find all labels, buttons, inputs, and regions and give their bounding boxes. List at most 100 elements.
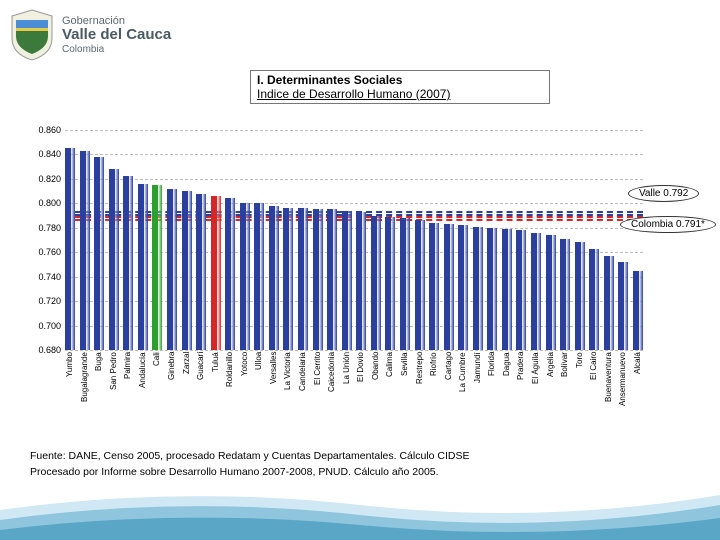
x-label: Palmira (123, 352, 133, 422)
logo-line2: Valle del Cauca (62, 27, 171, 44)
x-label: El Águila (531, 352, 541, 422)
x-label: Versalles (269, 352, 279, 422)
y-tick-label: 0.780 (38, 223, 61, 233)
x-label: Bolívar (560, 352, 570, 422)
x-label: La Cumbre (458, 352, 468, 422)
bar (283, 208, 293, 350)
x-label: Ulloa (254, 352, 264, 422)
y-tick-label: 0.800 (38, 198, 61, 208)
y-axis: 0.6800.7000.7200.7400.7600.7800.8000.820… (25, 130, 65, 350)
x-label: La Unión (342, 352, 352, 422)
title-line2: Indice de Desarrollo Humano (2007) (257, 87, 543, 101)
y-tick-label: 0.840 (38, 149, 61, 159)
x-label: Jamundí (473, 352, 483, 422)
bar (385, 217, 395, 350)
bar (80, 151, 90, 350)
x-label: Zarzal (182, 352, 192, 422)
bar (65, 148, 75, 350)
bar (182, 191, 192, 350)
x-label: Buenaventura (604, 352, 614, 422)
x-label: Cartago (444, 352, 454, 422)
bar (298, 208, 308, 350)
bar (94, 157, 104, 350)
bar (575, 242, 585, 350)
bar (109, 169, 119, 350)
bar (342, 211, 352, 350)
chart-area: 0.680 0.700 0.720 0.740 0.760 0.780 0.800 0.820… (25, 130, 705, 420)
bar (633, 271, 643, 350)
x-label: Pradera (516, 352, 526, 422)
x-label: Bugalagrande (80, 352, 90, 422)
x-label: Tuluá (211, 352, 221, 422)
x-label: Guacarí (196, 352, 206, 422)
bar (458, 225, 468, 350)
x-label: Argelia (546, 352, 556, 422)
x-label: El Cerrito (313, 352, 323, 422)
bar (313, 209, 323, 350)
bar (167, 189, 177, 350)
x-label: El Dovio (356, 352, 366, 422)
bar (123, 176, 133, 350)
x-label: El Cairo (589, 352, 599, 422)
x-label: Andalucía (138, 352, 148, 422)
reference-callout: Valle 0.792 (628, 185, 699, 202)
y-tick-label: 0.820 (38, 174, 61, 184)
bar (138, 184, 148, 350)
gridline (65, 350, 643, 351)
reference-callout: Colombia 0.791* (620, 216, 716, 233)
bar (546, 235, 556, 350)
bar (371, 216, 381, 350)
logo-text: Gobernación Valle del Cauca Colombia (62, 15, 171, 55)
y-tick-label: 0.760 (38, 247, 61, 257)
bar (211, 196, 221, 350)
bar (429, 223, 439, 350)
x-label: Riofrío (429, 352, 439, 422)
bar (487, 228, 497, 350)
bar (531, 233, 541, 350)
bar (618, 262, 628, 350)
x-label: Buga (94, 352, 104, 422)
bar (604, 256, 614, 350)
logo-block: Gobernación Valle del Cauca Colombia (8, 8, 171, 62)
bar (516, 230, 526, 350)
bar (560, 239, 570, 350)
source-line2: Procesado por Informe sobre Desarrollo H… (30, 466, 439, 478)
bar (415, 220, 425, 350)
bar (400, 218, 410, 350)
x-label: Florida (487, 352, 497, 422)
bar (473, 227, 483, 350)
bar (327, 209, 337, 350)
bars-container (65, 130, 643, 350)
bar (225, 198, 235, 350)
y-tick-label: 0.700 (38, 321, 61, 331)
bar (502, 229, 512, 350)
x-label: Sevilla (400, 352, 410, 422)
y-tick-label: 0.720 (38, 296, 61, 306)
x-label: Ansermanuevo (618, 352, 628, 422)
bar (196, 194, 206, 350)
plot-region (65, 130, 643, 350)
x-label: San Pedro (109, 352, 119, 422)
bar (444, 224, 454, 350)
y-tick-label: 0.680 (38, 345, 61, 355)
x-label: Caicedonia (327, 352, 337, 422)
bar (589, 249, 599, 350)
bar (240, 203, 250, 350)
shield-icon (8, 8, 56, 62)
x-label: Yumbo (65, 352, 75, 422)
bar (356, 212, 366, 350)
x-label: La Victoria (283, 352, 293, 422)
x-label: Candelaria (298, 352, 308, 422)
wave-decoration (0, 480, 720, 540)
x-label: Alcalá (633, 352, 643, 422)
y-tick-label: 0.860 (38, 125, 61, 135)
x-label: Cali (152, 352, 162, 422)
y-tick-label: 0.740 (38, 272, 61, 282)
x-label: Calima (385, 352, 395, 422)
x-label: Dagua (502, 352, 512, 422)
bar (269, 206, 279, 350)
chart-title-box: I. Determinantes Sociales Indice de Desa… (250, 70, 550, 104)
x-label: Toro (575, 352, 585, 422)
bar (254, 203, 264, 350)
x-label: Yotoco (240, 352, 250, 422)
